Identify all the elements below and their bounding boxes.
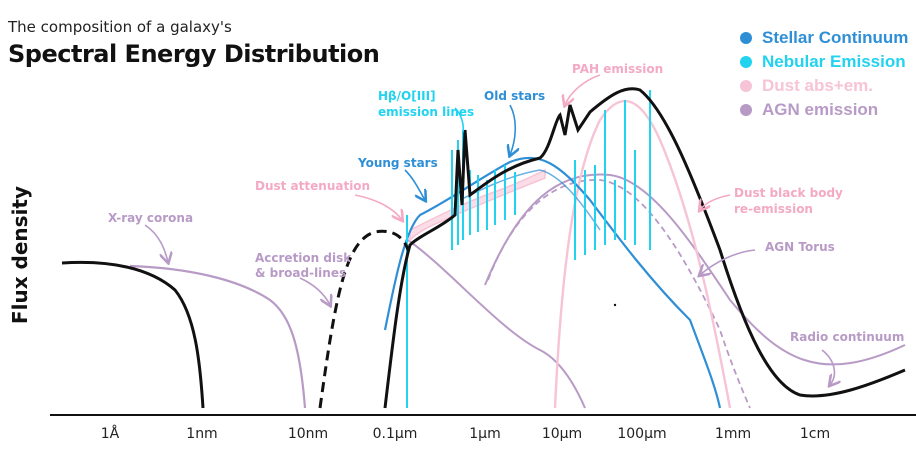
dust-bb-label-line2: re-emission [734,202,813,216]
x-tick-1cm: 1cm [800,426,830,442]
legend-item-nebular: Nebular Emission [740,50,908,74]
torus-arrow [700,249,756,275]
x-tick-100um: 100µm [617,426,666,442]
young-stars-label: Young stars [357,156,438,170]
old-stars-arrow [510,104,515,155]
torus-label: AGN Torus [765,240,835,254]
dust-emission-curve [553,100,732,409]
dust-attenuation-arrow [354,194,402,220]
dust-bb-arrow [700,194,731,210]
total-sed-euv-dashed [318,229,410,409]
legend-dot-agn [740,104,752,116]
radio-label: Radio continuum [790,330,904,344]
accretion-label-line1: Accretion disk [255,251,352,265]
page-title: Spectral Energy Distribution [8,40,380,68]
legend-label-dust: Dust abs+em. [762,76,874,95]
legend-label-nebular: Nebular Emission [762,52,906,71]
x-tick-1a: 1Å [101,425,120,442]
legend: Stellar Continuum Nebular Emission Dust … [740,26,908,122]
stray-dot [613,303,617,307]
legend-label-agn: AGN emission [762,100,879,119]
legend-label-stellar: Stellar Continuum [762,28,909,47]
legend-dot-dust [740,80,752,92]
legend-item-agn: AGN emission [740,98,908,122]
accretion-arrow [299,277,330,305]
subtitle: The composition of a galaxy's [8,18,232,36]
legend-dot-nebular [740,56,752,68]
x-tick-1mm: 1mm [715,426,751,442]
agn-torus-dashed [487,179,751,409]
xray-arrow [144,224,168,262]
legend-item-dust: Dust abs+em. [740,74,908,98]
accretion-label-line2: & broad-lines [255,266,346,280]
x-tick-0-1um: 0.1µm [373,426,418,442]
stellar-continuum-curve [383,156,722,409]
total-sed-xray [61,260,205,409]
x-tick-10um: 10µm [542,426,582,442]
legend-item-stellar: Stellar Continuum [740,26,908,50]
old-stars-label: Old stars [484,89,545,103]
hbeta-arrow [454,107,465,133]
dust-attenuation-label: Dust attenuation [255,179,370,193]
total-sed-curve [383,87,906,409]
pah-arrow [565,74,601,105]
agn-accretion-curve [129,264,307,409]
x-tick-10nm: 10nm [288,426,328,442]
young-stars-arrow [404,169,425,200]
pah-label: PAH emission [572,62,663,76]
hbeta-label-line1: Hβ/O[III] [378,89,436,103]
old-stars-curve [459,169,601,231]
hbeta-label-line2: emission lines [378,105,474,119]
xray-label: X-ray corona [108,211,193,225]
x-tick-1nm: 1nm [186,426,217,442]
dust-bb-label-line1: Dust black body [734,186,843,200]
legend-dot-stellar [740,32,752,44]
agn-torus-curve [484,173,906,366]
radio-arrow [821,349,834,385]
agn-decline-curve [407,239,586,409]
nebular-emission-lines [406,90,651,408]
x-tick-1um: 1µm [469,426,500,442]
